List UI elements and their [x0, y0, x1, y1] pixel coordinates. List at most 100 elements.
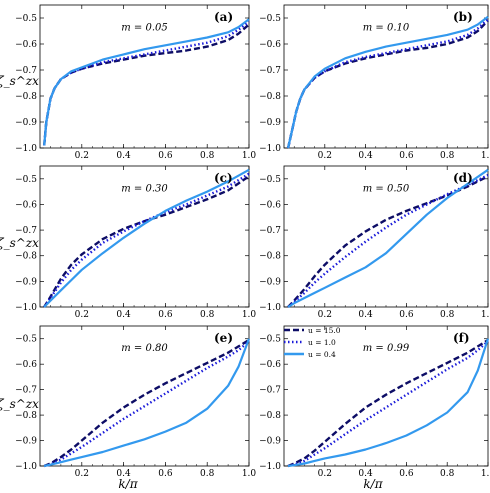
series-line-2 [43, 168, 250, 308]
y-tick-label: −1.0 [15, 144, 37, 154]
x-tick-label: 0.4 [358, 469, 373, 479]
series-line-2 [287, 15, 489, 149]
panel-label: (b) [453, 10, 473, 24]
panel-3: −1.0 −0.9 −0.8 −0.7 −0.6 −0.5 0.2 0.4 0.6 0.8 1.0 (… [259, 165, 490, 320]
x-tick-label: 0.2 [318, 469, 332, 479]
series-line-1 [43, 340, 250, 468]
series-line-0 [287, 338, 489, 468]
panel-label: (c) [214, 171, 233, 185]
x-tick-label: 0.8 [440, 151, 455, 161]
y-axis-label-row1: ζ_s^zx [0, 74, 39, 88]
y-tick-label: −1.0 [15, 462, 37, 472]
x-tick-label: 0.8 [440, 310, 455, 320]
series-line-0 [43, 175, 250, 308]
y-tick-label: −0.5 [15, 175, 37, 185]
series-line-1 [43, 20, 250, 146]
x-tick-label: 0.2 [75, 469, 89, 479]
x-tick-label: 1.0 [242, 310, 257, 320]
y-tick-label: −0.6 [259, 360, 281, 370]
legend: u = 15.0 u = 1.0 u = 0.4 [284, 326, 341, 359]
series-line-2 [43, 338, 251, 468]
y-tick-label: −0.9 [259, 277, 281, 287]
x-tick-label: 0.6 [399, 469, 414, 479]
x-tick-label: 0.4 [358, 310, 373, 320]
x-tick-label: 0.8 [200, 310, 215, 320]
series-line-1 [286, 18, 489, 149]
panel-5: −1.0 −0.9 −0.8 −0.7 −0.6 −0.5 0.2 0.4 0.6 0.8 1.0 (… [259, 325, 490, 479]
series-line-2 [287, 168, 489, 308]
x-tick-label: 0.4 [116, 151, 131, 161]
y-tick-label: −0.8 [15, 92, 37, 102]
y-tick-label: −0.6 [15, 200, 37, 210]
x-tick-label: 1.0 [481, 151, 490, 161]
y-tick-label: −0.7 [259, 226, 281, 236]
panel-2: −1.0 −0.9 −0.8 −0.7 −0.6 −0.5 0.2 0.4 0.6 0.8 1.0 (… [15, 165, 257, 320]
panel-label: (d) [453, 171, 473, 185]
y-tick-label: −0.7 [15, 226, 37, 236]
y-tick-label: −0.6 [259, 200, 281, 210]
y-tick-label: −0.5 [15, 335, 37, 345]
legend-label-u1: u = 1.0 [308, 338, 336, 347]
y-tick-label: −0.5 [15, 14, 37, 24]
y-tick-label: −0.9 [15, 118, 37, 128]
m-annotation: m = 0.30 [121, 183, 168, 194]
y-tick-label: −0.6 [15, 40, 37, 50]
panel-0: −1.0 −0.9 −0.8 −0.7 −0.6 −0.5 0.2 0.4 0.6 0.8 1.0 (… [15, 4, 256, 161]
panel-label: (f) [453, 331, 470, 345]
y-tick-label: −1.0 [259, 144, 281, 154]
x-tick-label: 0.6 [399, 310, 414, 320]
y-tick-label: −1.0 [15, 303, 37, 313]
y-tick-label: −1.0 [259, 462, 281, 472]
series-line-0 [287, 175, 489, 308]
y-tick-label: −0.8 [15, 252, 37, 262]
y-tick-label: −0.8 [259, 252, 281, 262]
y-tick-label: −0.7 [259, 386, 281, 396]
y-axis-label-row3: ζ_s^zx [0, 397, 39, 411]
y-tick-label: −0.8 [259, 92, 281, 102]
x-tick-label: 0.6 [158, 151, 173, 161]
y-tick-label: −0.6 [15, 360, 37, 370]
x-tick-label: 1.0 [481, 469, 490, 479]
series-line-2 [43, 18, 250, 146]
y-tick-label: −0.6 [259, 40, 281, 50]
x-tick-label: 0.8 [200, 151, 215, 161]
series-line-1 [287, 340, 489, 468]
series-line-2 [287, 338, 490, 468]
m-annotation: m = 0.50 [363, 183, 410, 194]
x-tick-label: 0.2 [75, 151, 89, 161]
x-tick-label: 1.0 [481, 310, 490, 320]
panel-4: −1.0 −0.9 −0.8 −0.7 −0.6 −0.5 0.2 0.4 0.6 0.8 1.0 (… [15, 325, 257, 479]
panel-label: (e) [214, 331, 233, 345]
panel-label: (a) [214, 10, 233, 24]
x-tick-label: 0.6 [158, 310, 173, 320]
x-tick-label: 0.4 [116, 469, 131, 479]
y-tick-label: −0.8 [15, 411, 37, 421]
legend-label-u15: u = 15.0 [308, 326, 341, 335]
series-line-1 [287, 173, 489, 308]
x-tick-label: 0.6 [399, 151, 414, 161]
x-tick-label: 0.2 [318, 151, 332, 161]
panels: −1.0 −0.9 −0.8 −0.7 −0.6 −0.5 0.2 0.4 0.6 0.8 1.0 (… [15, 4, 490, 479]
x-tick-label: 1.0 [242, 469, 257, 479]
x-tick-label: 0.8 [200, 469, 215, 479]
y-tick-label: −0.7 [259, 66, 281, 76]
m-annotation: m = 0.99 [363, 343, 410, 354]
legend-label-u04: u = 0.4 [308, 350, 336, 359]
x-tick-label: 0.2 [318, 310, 332, 320]
m-annotation: m = 0.05 [121, 23, 167, 34]
series-line-0 [43, 23, 250, 146]
y-tick-label: −0.8 [259, 411, 281, 421]
y-tick-label: −0.9 [15, 277, 37, 287]
y-tick-label: −1.0 [259, 303, 281, 313]
m-annotation: m = 0.10 [363, 23, 410, 34]
y-axis-label-row2: ζ_s^zx [0, 236, 39, 250]
series-line-0 [286, 19, 489, 149]
y-tick-label: −0.9 [259, 118, 281, 128]
m-annotation: m = 0.80 [121, 343, 168, 354]
y-tick-label: −0.9 [259, 437, 281, 447]
x-tick-label: 0.6 [158, 469, 173, 479]
y-tick-label: −0.5 [259, 335, 281, 345]
x-tick-label: 0.4 [116, 310, 131, 320]
x-tick-label: 0.2 [75, 310, 89, 320]
